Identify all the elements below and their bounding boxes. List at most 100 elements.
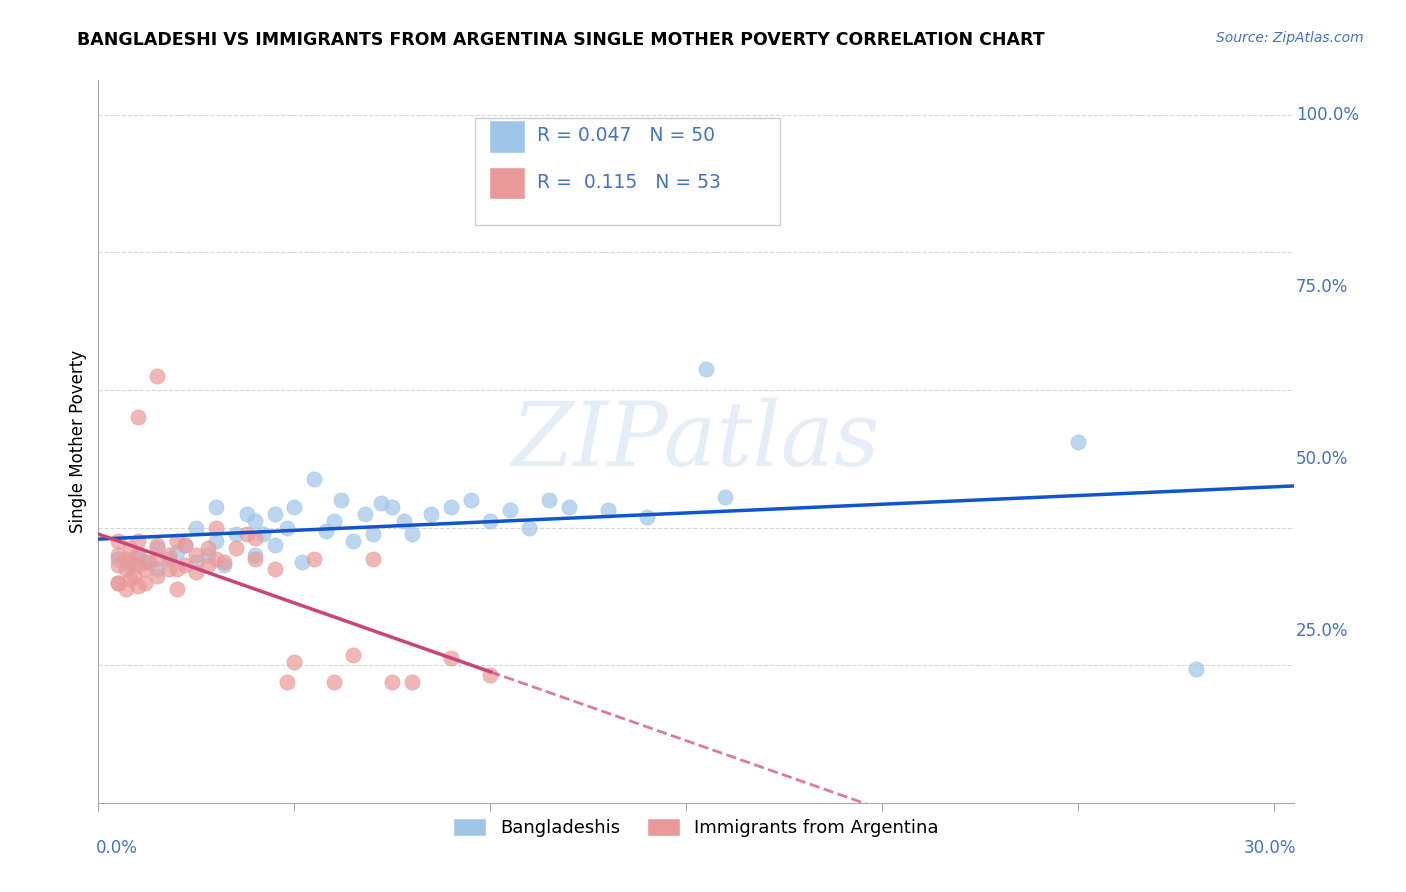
Point — [236, 507, 259, 521]
Point — [186, 555, 208, 569]
Text: 0.0%: 0.0% — [96, 838, 138, 857]
Point — [107, 575, 129, 590]
Point — [302, 551, 325, 566]
Text: R = 0.047   N = 50: R = 0.047 N = 50 — [537, 127, 716, 145]
Point — [166, 562, 188, 576]
Point — [205, 551, 228, 566]
Y-axis label: Single Mother Poverty: Single Mother Poverty — [69, 350, 87, 533]
Point — [225, 541, 247, 556]
Point — [636, 510, 658, 524]
Point — [519, 520, 541, 534]
Point — [186, 548, 208, 562]
Point — [134, 575, 156, 590]
Point — [186, 520, 208, 534]
Point — [342, 648, 364, 662]
Point — [115, 582, 138, 597]
Point — [370, 496, 392, 510]
Point — [107, 534, 129, 549]
Text: 75.0%: 75.0% — [1296, 277, 1348, 296]
Point — [127, 410, 149, 425]
Point — [173, 538, 195, 552]
Point — [354, 507, 377, 521]
Point — [146, 541, 169, 556]
Point — [243, 551, 266, 566]
Point — [440, 651, 463, 665]
Point — [127, 579, 149, 593]
FancyBboxPatch shape — [489, 167, 524, 200]
Point — [127, 548, 149, 562]
Text: 50.0%: 50.0% — [1296, 450, 1348, 467]
Point — [460, 493, 482, 508]
Point — [146, 562, 169, 576]
Point — [330, 493, 353, 508]
Point — [173, 558, 195, 573]
Point — [118, 572, 141, 586]
Point — [714, 490, 737, 504]
Point — [166, 582, 188, 597]
Legend: Bangladeshis, Immigrants from Argentina: Bangladeshis, Immigrants from Argentina — [446, 811, 946, 845]
Point — [205, 500, 228, 514]
Text: 25.0%: 25.0% — [1296, 622, 1348, 640]
Text: ZIPatlas: ZIPatlas — [512, 398, 880, 485]
Point — [557, 500, 579, 514]
Point — [302, 472, 325, 486]
Point — [212, 558, 235, 573]
Point — [1067, 434, 1090, 449]
Point — [134, 555, 156, 569]
Point — [440, 500, 463, 514]
Point — [173, 538, 195, 552]
Point — [537, 493, 560, 508]
Point — [146, 551, 169, 566]
Point — [263, 562, 285, 576]
Point — [322, 675, 344, 690]
Point — [252, 527, 274, 541]
Point — [205, 534, 228, 549]
Point — [127, 558, 149, 573]
Point — [243, 514, 266, 528]
Point — [596, 503, 619, 517]
Point — [134, 562, 156, 576]
Point — [146, 538, 169, 552]
Point — [146, 369, 169, 384]
Point — [225, 527, 247, 541]
Text: BANGLADESHI VS IMMIGRANTS FROM ARGENTINA SINGLE MOTHER POVERTY CORRELATION CHART: BANGLADESHI VS IMMIGRANTS FROM ARGENTINA… — [77, 31, 1045, 49]
Point — [381, 500, 404, 514]
Text: 100.0%: 100.0% — [1296, 105, 1360, 124]
Point — [361, 551, 384, 566]
Point — [401, 675, 423, 690]
Point — [138, 555, 160, 569]
Point — [283, 655, 305, 669]
Point — [342, 534, 364, 549]
Point — [276, 520, 298, 534]
Point — [315, 524, 337, 538]
Point — [291, 555, 314, 569]
FancyBboxPatch shape — [489, 120, 524, 153]
FancyBboxPatch shape — [475, 118, 780, 225]
Text: Source: ZipAtlas.com: Source: ZipAtlas.com — [1216, 31, 1364, 45]
Point — [392, 514, 415, 528]
Text: 30.0%: 30.0% — [1243, 838, 1296, 857]
Point — [205, 520, 228, 534]
Point — [236, 527, 259, 541]
Point — [115, 551, 138, 566]
Point — [186, 566, 208, 580]
Point — [212, 555, 235, 569]
Point — [197, 548, 219, 562]
Point — [118, 555, 141, 569]
Point — [157, 551, 180, 566]
Point — [322, 514, 344, 528]
Point — [420, 507, 443, 521]
Point — [118, 541, 141, 556]
Point — [115, 562, 138, 576]
Point — [146, 568, 169, 582]
Point — [283, 500, 305, 514]
Point — [263, 507, 285, 521]
Point — [1184, 662, 1206, 676]
Point — [479, 514, 502, 528]
Point — [157, 548, 180, 562]
Point — [107, 558, 129, 573]
Point — [127, 548, 149, 562]
Point — [263, 538, 285, 552]
Text: R =  0.115   N = 53: R = 0.115 N = 53 — [537, 173, 721, 193]
Point — [381, 675, 404, 690]
